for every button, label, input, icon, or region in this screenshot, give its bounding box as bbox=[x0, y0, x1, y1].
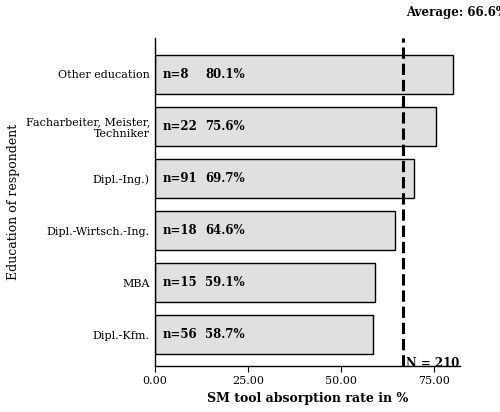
Bar bbox=[154, 263, 375, 302]
Text: N = 210: N = 210 bbox=[406, 357, 460, 370]
Text: n=91: n=91 bbox=[162, 172, 197, 185]
Text: 75.6%: 75.6% bbox=[205, 120, 244, 133]
Bar bbox=[154, 54, 453, 94]
Text: n=15: n=15 bbox=[162, 276, 197, 289]
Text: 80.1%: 80.1% bbox=[205, 68, 244, 81]
Bar bbox=[154, 211, 396, 250]
Y-axis label: Education of respondent: Education of respondent bbox=[7, 124, 20, 280]
X-axis label: SM tool absorption rate in %: SM tool absorption rate in % bbox=[207, 392, 408, 405]
Bar bbox=[154, 315, 374, 354]
Text: n=56: n=56 bbox=[162, 328, 197, 341]
Text: n=8: n=8 bbox=[162, 68, 188, 81]
Text: 59.1%: 59.1% bbox=[205, 276, 244, 289]
Text: n=22: n=22 bbox=[162, 120, 197, 133]
Text: n=18: n=18 bbox=[162, 224, 197, 237]
Text: 58.7%: 58.7% bbox=[205, 328, 244, 341]
Bar bbox=[154, 159, 414, 198]
Text: 69.7%: 69.7% bbox=[205, 172, 244, 185]
Text: 64.6%: 64.6% bbox=[205, 224, 244, 237]
Bar bbox=[154, 107, 436, 146]
Text: Average: 66.6%: Average: 66.6% bbox=[406, 6, 500, 19]
